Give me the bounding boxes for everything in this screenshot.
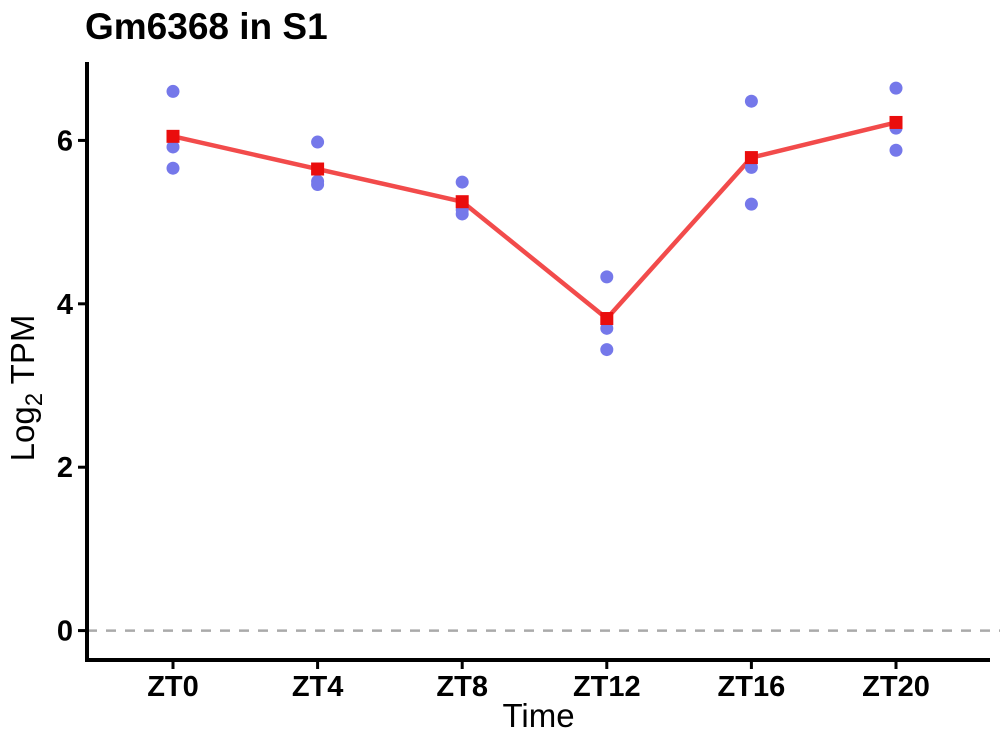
replicate-point [744,160,758,174]
replicate-point [744,197,758,211]
y-axis-title: Log2 TPM [4,315,48,462]
x-tick-label: ZT4 [292,671,344,703]
replicate-point [600,321,614,335]
y-tick-label: 4 [57,289,73,321]
x-tick-label: ZT8 [436,671,488,703]
chart-title: Gm6368 in S1 [85,6,328,47]
replicate-point [311,178,325,192]
mean-marker [889,115,903,129]
mean-marker [600,312,614,326]
x-tick-label: ZT0 [147,671,199,703]
replicate-point [166,140,180,154]
replicate-point [455,175,469,189]
replicate-point [166,84,180,98]
mean-marker [311,162,325,176]
replicate-point [600,343,614,357]
y-tick-label: 6 [57,125,73,157]
y-tick-label: 0 [57,616,73,648]
replicate-point [889,143,903,157]
y-tick-label: 2 [57,452,73,484]
x-tick-label: ZT16 [718,671,786,703]
replicate-point [744,94,758,108]
replicate-point [455,207,469,221]
mean-marker [744,151,758,165]
x-axis-title: Time [502,697,574,734]
mean-marker [455,195,469,209]
mean-line [172,120,897,322]
replicate-point [311,135,325,149]
x-tick-label: ZT20 [862,671,930,703]
replicate-point [166,161,180,175]
replicate-point [889,81,903,95]
replicate-point [600,270,614,284]
mean-marker [166,129,180,143]
x-tick-label: ZT12 [573,671,641,703]
